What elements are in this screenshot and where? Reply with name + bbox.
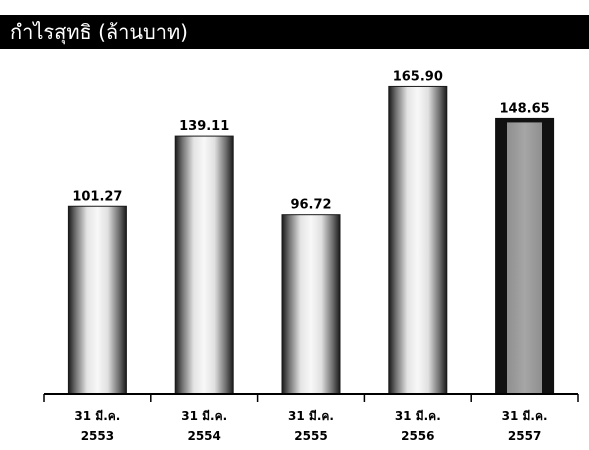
x-tick-label-year: 2556 [401, 429, 434, 443]
x-tick-label-year: 2555 [294, 429, 327, 443]
bar-2556 [388, 85, 448, 395]
chart-title: กำไรสุทธิ (ล้านบาท) [10, 20, 188, 44]
bar-2555 [281, 214, 341, 395]
data-label: 96.72 [290, 198, 331, 213]
x-tick-label-date: 31 มี.ค. [395, 409, 441, 423]
data-label: 139.11 [179, 119, 229, 134]
x-tick-label-year: 2554 [187, 429, 220, 443]
data-label: 165.90 [393, 69, 443, 84]
bar-2554 [174, 135, 234, 395]
x-tick-label-date: 31 มี.ค. [74, 409, 120, 423]
bar-top-cap [495, 118, 554, 123]
x-tick-label-year: 2557 [508, 429, 541, 443]
x-tick-label-year: 2553 [81, 429, 114, 443]
x-tick-label-date: 31 มี.ค. [502, 409, 548, 423]
chart-title-bar: กำไรสุทธิ (ล้านบาท) [0, 15, 589, 49]
data-label: 101.27 [72, 189, 122, 204]
data-label: 148.65 [500, 101, 550, 116]
x-tick-label-date: 31 มี.ค. [288, 409, 334, 423]
bar-2553 [67, 205, 127, 395]
bar-2557 [495, 117, 555, 395]
x-tick-label-date: 31 มี.ค. [181, 409, 227, 423]
